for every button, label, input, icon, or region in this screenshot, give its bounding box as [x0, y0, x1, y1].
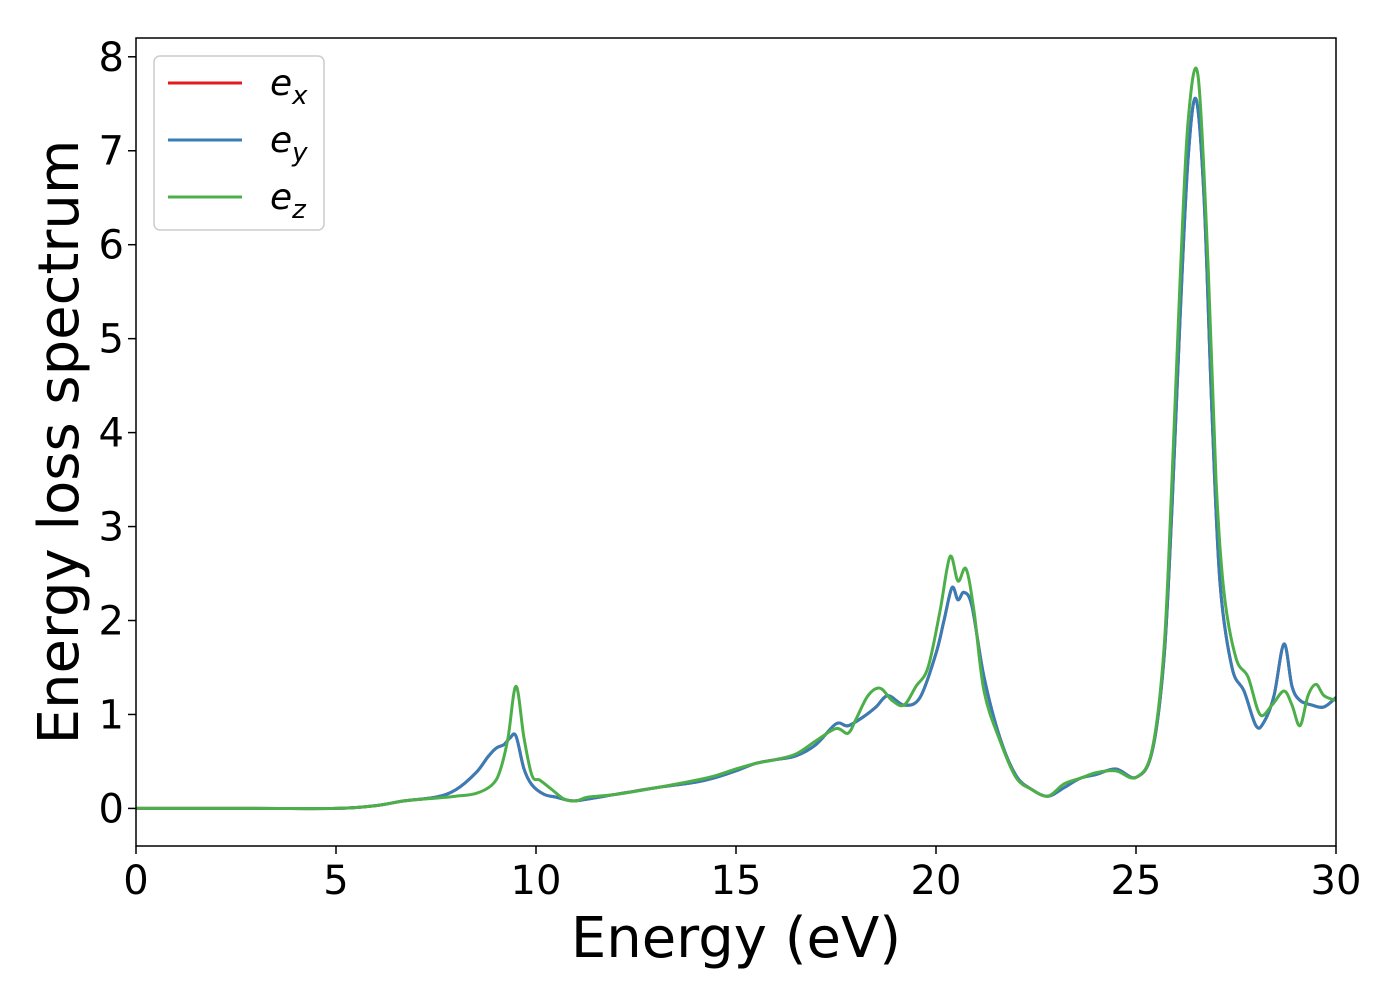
- y-tick-label: 3: [99, 505, 124, 551]
- y-tick-label: 7: [99, 129, 124, 175]
- legend-entry-x: ex: [270, 63, 308, 111]
- y-tick-label: 8: [99, 35, 124, 81]
- y-axis-title: Energy loss spectrum: [27, 140, 92, 745]
- x-tick-label: 15: [711, 858, 762, 904]
- y-tick-label: 5: [99, 317, 124, 363]
- y-tick-label: 2: [99, 599, 124, 645]
- x-tick-label: 5: [323, 858, 348, 904]
- series-line-z: [136, 66, 1336, 811]
- y-tick-label: 0: [99, 786, 124, 832]
- x-tick-label: 30: [1311, 858, 1362, 904]
- x-tick-label: 20: [911, 858, 962, 904]
- legend-entry-z: ez: [270, 177, 307, 225]
- y-tick-label: 6: [99, 223, 124, 269]
- x-axis-title: Energy (eV): [571, 906, 901, 971]
- x-tick-label: 25: [1111, 858, 1162, 904]
- y-tick-label: 4: [99, 411, 124, 457]
- x-tick-label: 10: [511, 858, 562, 904]
- legend: ex ey ez: [153, 55, 325, 231]
- y-tick-label: 1: [99, 692, 124, 738]
- x-tick-label: 0: [123, 858, 148, 904]
- legend-entry-y: ey: [270, 120, 308, 168]
- series-layer: [136, 66, 1336, 811]
- legend-box: [153, 55, 325, 231]
- ticks-layer: 0 5 10 15 20 25 30 0 1 2 3 4 5 6 7 8: [99, 35, 1362, 904]
